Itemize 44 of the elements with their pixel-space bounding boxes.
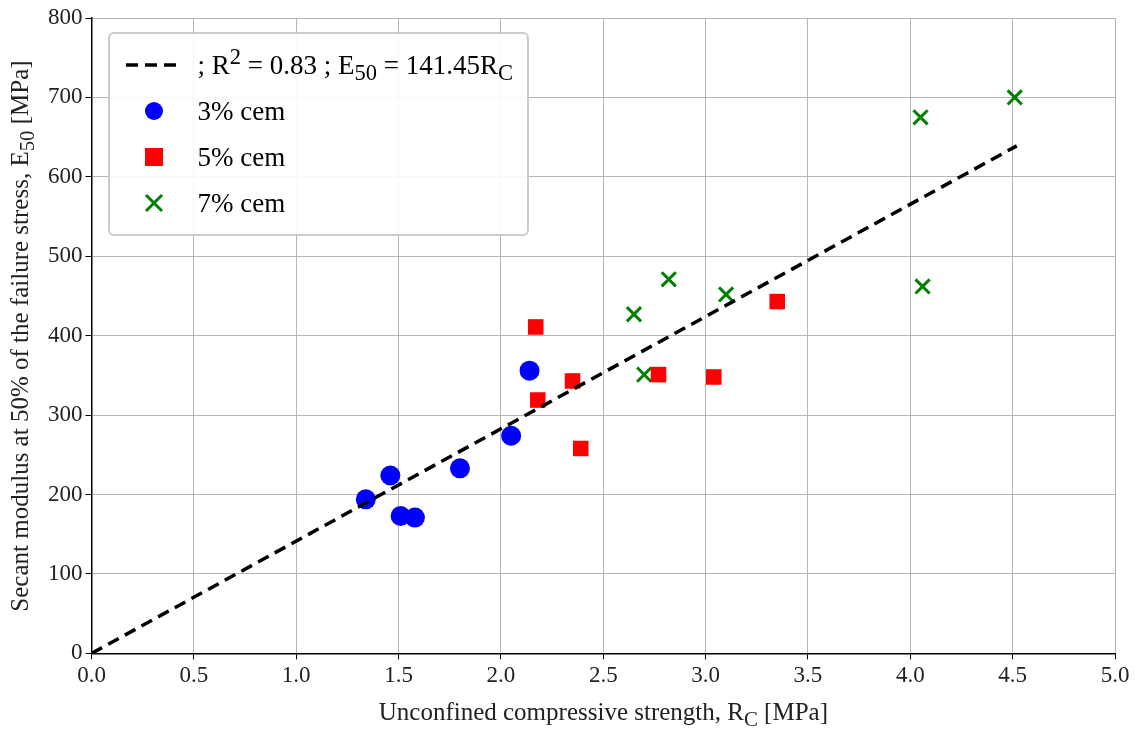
point bbox=[449, 458, 470, 479]
x-tick-label: 5.0 bbox=[1100, 662, 1130, 688]
y-tick-label: 600 bbox=[48, 162, 83, 188]
point bbox=[660, 270, 678, 288]
x-tick-label: 1.0 bbox=[281, 662, 311, 688]
legend-label: 5% cem bbox=[197, 141, 286, 173]
legend-label: ; R$^{2}$ = 0.83 ; E$_{50}$ = 141.45R$_{C}$ bbox=[197, 43, 514, 87]
x-tick-label: 4.0 bbox=[895, 662, 925, 688]
point bbox=[572, 440, 589, 457]
y-tick-label: 0 bbox=[71, 639, 83, 665]
point bbox=[404, 507, 425, 528]
x-tick-label: 2.5 bbox=[588, 662, 618, 688]
y-tick-label: 100 bbox=[48, 560, 83, 586]
point bbox=[1006, 88, 1024, 106]
point bbox=[564, 373, 581, 389]
x-tick-label: 0.0 bbox=[77, 662, 106, 688]
y-tick-label: 200 bbox=[48, 480, 83, 506]
x-tick-label: 3.0 bbox=[691, 662, 720, 688]
point bbox=[519, 360, 540, 381]
point bbox=[706, 369, 722, 385]
x-tick-label: 2.0 bbox=[486, 662, 516, 688]
x-axis-title: Unconfined compressive strength, R$_{C}$ [MPa] bbox=[378, 698, 828, 732]
x-tick-label: 3.5 bbox=[793, 662, 823, 688]
point bbox=[717, 285, 735, 303]
point bbox=[380, 465, 401, 486]
x-tick-label: 4.5 bbox=[998, 662, 1028, 688]
point bbox=[529, 392, 546, 408]
point bbox=[914, 277, 932, 296]
point bbox=[650, 366, 667, 383]
x-tick-label: 0.5 bbox=[179, 662, 209, 688]
y-tick-label: 300 bbox=[48, 401, 83, 427]
legend-label: 3% cem bbox=[197, 95, 286, 127]
point bbox=[769, 293, 786, 310]
point bbox=[911, 108, 930, 126]
y-tick-label: 500 bbox=[48, 242, 83, 268]
y-tick-label: 400 bbox=[48, 321, 83, 347]
point bbox=[527, 319, 544, 335]
point bbox=[625, 305, 643, 323]
point bbox=[635, 366, 653, 384]
y-tick-label: 800 bbox=[48, 4, 83, 30]
y-tick-label: 700 bbox=[48, 83, 83, 109]
x-tick-label: 1.5 bbox=[384, 662, 413, 688]
point bbox=[501, 425, 522, 446]
legend-label: 7% cem bbox=[197, 187, 286, 219]
